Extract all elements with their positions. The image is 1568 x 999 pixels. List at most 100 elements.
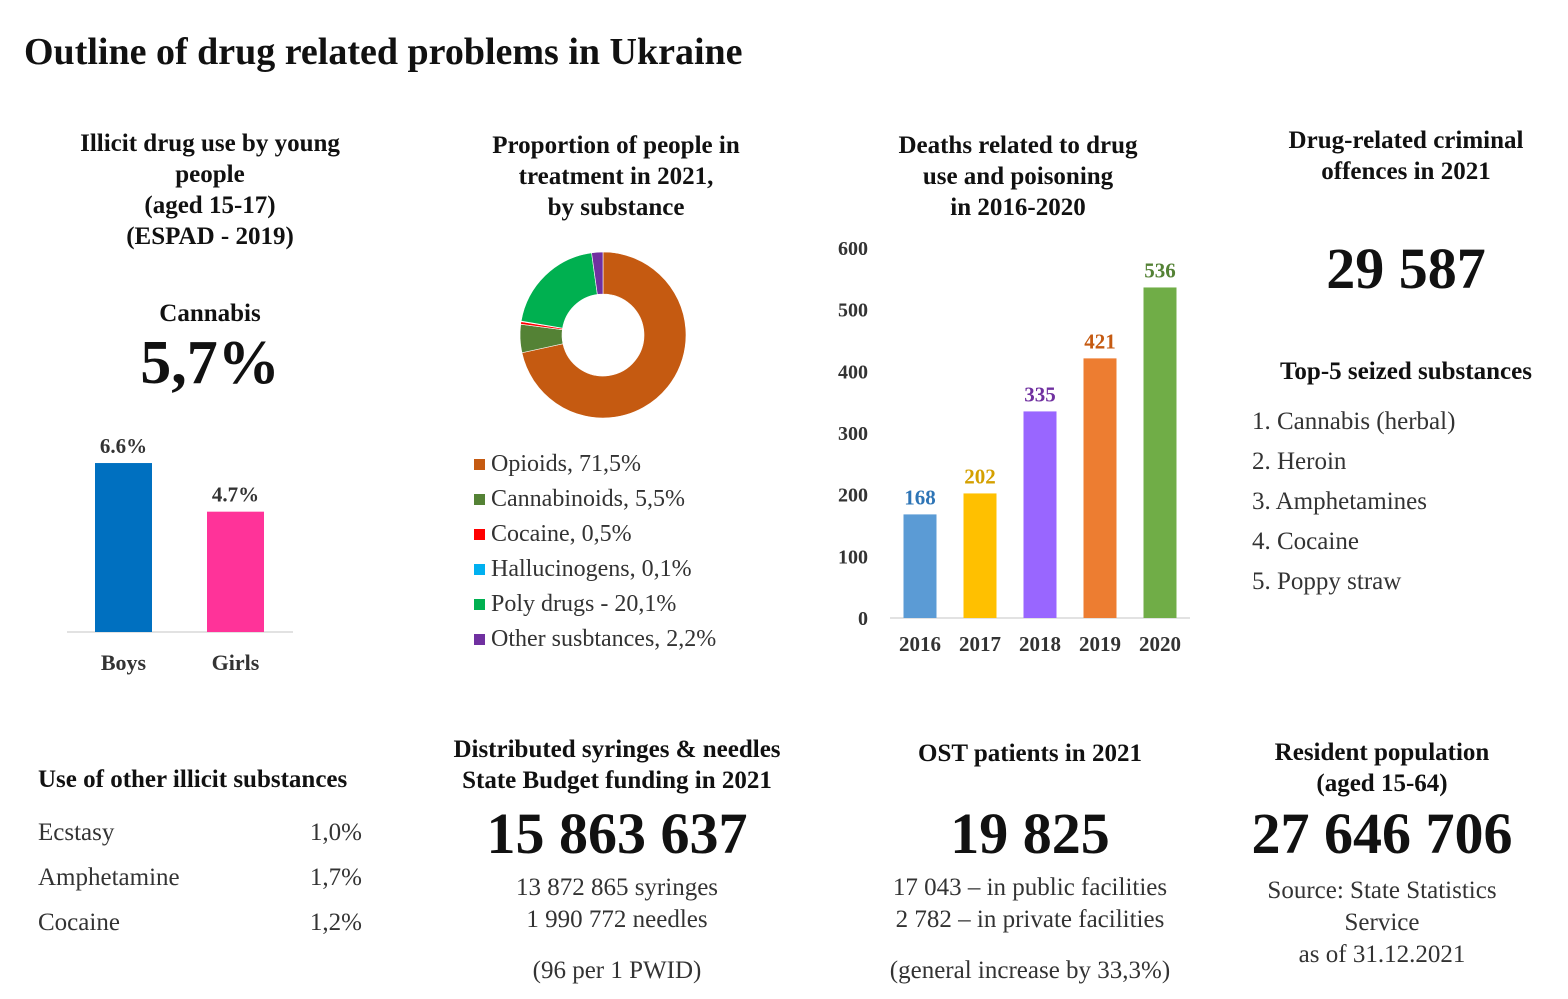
deaths-heading-line: Deaths related to drug (898, 132, 1138, 159)
population-value: 27 646 706 (1251, 801, 1513, 866)
legend-label: Cocaine, 0,5% (491, 521, 632, 547)
y-tick-label: 200 (838, 485, 868, 507)
cannabis-label: Cannabis (159, 300, 261, 327)
treatment-heading-line: treatment in 2021, (518, 163, 714, 190)
y-tick-label: 0 (858, 608, 868, 630)
top5-item: 2. Heroin (1252, 448, 1347, 475)
offences-heading-line: offences in 2021 (1321, 158, 1491, 185)
population-heading-line: (aged 15-64) (1316, 770, 1448, 797)
legend-label: Hallucinogens, 0,1% (491, 556, 692, 582)
top5-list: 1. Cannabis (herbal) 2. Heroin 3. Amphet… (1252, 402, 1552, 602)
legend-swatch (474, 529, 485, 540)
y-tick-label: 600 (838, 238, 868, 260)
ost-line: 2 782 – in private facilities (895, 906, 1165, 933)
data-label: 536 (1144, 258, 1176, 282)
y-tick-label: 100 (838, 546, 868, 568)
legend-swatch (474, 634, 485, 645)
ost-line: 17 043 – in public facilities (892, 874, 1168, 901)
bar (1143, 287, 1177, 618)
population-source: Source: State Statistics Service as of 3… (1220, 875, 1544, 971)
ost-heading: OST patients in 2021 (918, 740, 1142, 767)
x-tick-label: 2019 (1079, 632, 1121, 656)
bar (95, 463, 152, 632)
syringes-line: 1 990 772 needles (526, 906, 708, 933)
youth-heading-line: Illicit drug use by young (80, 130, 340, 157)
data-label: 421 (1084, 329, 1116, 353)
y-tick-label: 500 (838, 300, 868, 322)
bar (207, 511, 264, 632)
x-tick-label: 2018 (1019, 632, 1061, 656)
syringes-heading-line: State Budget funding in 2021 (462, 767, 772, 794)
data-label: 335 (1024, 382, 1056, 406)
population-heading: Resident population (aged 15-64) (1230, 737, 1534, 799)
top5-item: 5. Poppy straw (1252, 568, 1402, 595)
legend-swatch (474, 494, 485, 505)
youth-heading-line: people (175, 161, 245, 188)
syringes-heading-line: Distributed syringes & needles (453, 736, 781, 763)
legend-item: Cannabinoids, 5,5% (474, 482, 794, 517)
other-use-heading: Use of other illicit substances (38, 766, 348, 793)
cannabis-value: 5,7% (140, 329, 280, 397)
population-line: as of 31.12.2021 (1298, 941, 1466, 968)
bar (1023, 411, 1057, 618)
donut-slice (521, 251, 687, 419)
bar (1083, 358, 1117, 618)
bar (903, 514, 937, 618)
substance-value: 1,2% (309, 909, 362, 936)
legend-item: Hallucinogens, 0,1% (474, 552, 794, 587)
youth-heading-line: (aged 15-17) (144, 192, 276, 219)
x-tick-label: 2020 (1139, 632, 1181, 656)
population-line: Service (1344, 909, 1420, 936)
syringes-heading: Distributed syringes & needles State Bud… (410, 734, 824, 796)
treatment-heading-line: by substance (547, 194, 685, 221)
legend-label: Opioids, 71,5% (491, 451, 641, 477)
top5-item: 4. Cocaine (1252, 528, 1359, 555)
substance-name: Amphetamine (38, 864, 180, 891)
substance-name: Ecstasy (38, 819, 115, 846)
offences-heading: Drug-related criminal offences in 2021 (1240, 125, 1568, 187)
offences-heading-line: Drug-related criminal (1288, 127, 1524, 154)
legend-swatch (474, 459, 485, 470)
population-line: Source: State Statistics (1267, 877, 1497, 904)
data-label: 168 (904, 485, 936, 509)
legend-item: Opioids, 71,5% (474, 447, 794, 482)
syringes-line: 13 872 865 syringes (515, 874, 719, 901)
top5-item: 3. Amphetamines (1252, 488, 1427, 515)
deaths-heading-line: use and poisoning (922, 163, 1114, 190)
top5-heading: Top-5 seized substances (1280, 358, 1532, 385)
legend-item: Poly drugs - 20,1% (474, 587, 794, 622)
legend-item: Cocaine, 0,5% (474, 517, 794, 552)
page-title: Outline of drug related problems in Ukra… (24, 31, 743, 73)
top5-item: 1. Cannabis (herbal) (1252, 408, 1456, 435)
y-tick-label: 400 (838, 361, 868, 383)
legend-swatch (474, 564, 485, 575)
substance-value: 1,0% (309, 819, 362, 846)
ost-value: 19 825 (950, 801, 1110, 866)
treatment-heading: Proportion of people in treatment in 202… (440, 130, 792, 223)
treatment-heading-line: Proportion of people in (492, 132, 740, 159)
treatment-donut-chart (519, 251, 687, 419)
substance-name: Cocaine (38, 909, 120, 936)
treatment-legend: Opioids, 71,5% Cannabinoids, 5,5% Cocaine,… (474, 447, 794, 657)
other-use-row: Amphetamine 1,7% (38, 855, 362, 900)
youth-gender-chart: 6.6% Boys 4.7% Girls (67, 434, 293, 675)
deaths-heading: Deaths related to drug use and poisoning… (848, 130, 1188, 223)
deaths-bar-chart: 0 100 200 300 400 500 600 168 2016 202 2017 335 2018… (838, 238, 1190, 656)
ost-note: (general increase by 33,3%) (889, 957, 1171, 984)
data-label: 4.7% (212, 483, 259, 507)
bar (963, 493, 997, 618)
data-label: 6.6% (100, 434, 147, 458)
donut-slice (520, 252, 598, 329)
other-use-row: Cocaine 1,2% (38, 900, 362, 945)
legend-label: Other susbtances, 2,2% (491, 626, 717, 652)
population-heading-line: Resident population (1274, 739, 1490, 766)
x-tick-label: 2017 (959, 632, 1001, 656)
substance-value: 1,7% (309, 864, 362, 891)
ost-breakdown: 17 043 – in public facilities 2 782 – in… (840, 872, 1220, 936)
legend-label: Cannabinoids, 5,5% (491, 486, 685, 512)
legend-swatch (474, 599, 485, 610)
youth-heading: Illicit drug use by young people (aged 1… (40, 128, 380, 252)
syringes-value: 15 863 637 (486, 801, 748, 866)
offences-value: 29 587 (1326, 236, 1486, 301)
donut-slice (591, 251, 604, 295)
